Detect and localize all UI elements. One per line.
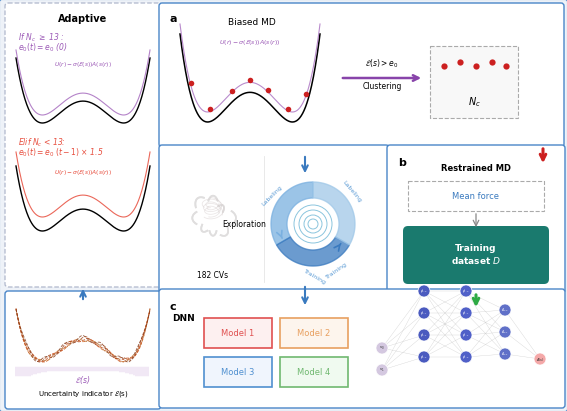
Circle shape (418, 351, 430, 363)
Text: $e_0(t) = e_0$ $(t-1)$ $\times$ 1.5: $e_0(t) = e_0$ $(t-1)$ $\times$ 1.5 (18, 146, 104, 159)
Text: Exploration: Exploration (222, 219, 266, 229)
Text: $\phi_{0,0}$: $\phi_{0,0}$ (420, 287, 428, 295)
Text: Labeling: Labeling (261, 185, 284, 208)
Circle shape (376, 364, 388, 376)
Text: Training: Training (325, 262, 348, 280)
Circle shape (499, 326, 511, 338)
FancyBboxPatch shape (387, 145, 565, 293)
Text: $\phi_{1,0}$: $\phi_{1,0}$ (462, 287, 470, 295)
Bar (204, 357, 272, 387)
Text: Model 1: Model 1 (221, 328, 255, 337)
FancyBboxPatch shape (5, 3, 161, 287)
Text: b: b (398, 158, 406, 168)
Polygon shape (271, 182, 313, 245)
Bar (430, 46, 518, 118)
Text: Model 3: Model 3 (221, 367, 255, 376)
Circle shape (460, 329, 472, 341)
Text: $\phi_{0,2}$: $\phi_{0,2}$ (420, 331, 428, 339)
Text: If $N_c$ $\geq$ 13 :: If $N_c$ $\geq$ 13 : (18, 32, 65, 44)
Text: $U(r)-\sigma(\mathcal{E}(s))A(s(r))$: $U(r)-\sigma(\mathcal{E}(s))A(s(r))$ (54, 168, 112, 177)
FancyBboxPatch shape (403, 226, 549, 284)
Circle shape (460, 307, 472, 319)
Text: $U(r)-\sigma(\mathcal{E}(s))A(s(r))$: $U(r)-\sigma(\mathcal{E}(s))A(s(r))$ (219, 38, 281, 47)
Text: $\phi_{1,1}$: $\phi_{1,1}$ (462, 309, 470, 317)
Text: Biased MD: Biased MD (228, 18, 276, 27)
Text: $A(s)$: $A(s)$ (536, 356, 544, 363)
Text: $N_c$: $N_c$ (468, 95, 480, 109)
Bar (408, 181, 544, 211)
Text: Training: Training (303, 269, 327, 286)
Text: $\phi_{0,1}$: $\phi_{0,1}$ (420, 309, 428, 317)
Text: $s_1$: $s_1$ (379, 366, 385, 374)
Text: $U(r)-\sigma(\mathcal{E}(s))A(s(r))$: $U(r)-\sigma(\mathcal{E}(s))A(s(r))$ (54, 60, 112, 69)
Circle shape (418, 307, 430, 319)
Bar (280, 357, 348, 387)
Circle shape (499, 348, 511, 360)
Text: Model 2: Model 2 (297, 328, 331, 337)
Text: $\phi_{1,2}$: $\phi_{1,2}$ (462, 331, 470, 339)
Polygon shape (277, 237, 349, 266)
FancyBboxPatch shape (159, 289, 565, 408)
Text: Training
dataset $D$: Training dataset $D$ (451, 244, 501, 266)
Text: DNN: DNN (172, 314, 194, 323)
Text: Uncertainty indicator $\mathcal{E}$(s): Uncertainty indicator $\mathcal{E}$(s) (38, 389, 128, 399)
Circle shape (376, 342, 388, 354)
FancyBboxPatch shape (159, 3, 564, 147)
FancyBboxPatch shape (159, 145, 389, 293)
Text: Adaptive: Adaptive (58, 14, 108, 24)
FancyBboxPatch shape (5, 291, 161, 409)
Text: Labeling: Labeling (341, 180, 362, 204)
Circle shape (534, 353, 546, 365)
Text: 182 CVs: 182 CVs (197, 271, 229, 280)
Polygon shape (313, 182, 355, 245)
Circle shape (418, 329, 430, 341)
Text: Restrained MD: Restrained MD (441, 164, 511, 173)
Circle shape (460, 351, 472, 363)
Text: $A_{2,0}$: $A_{2,0}$ (501, 306, 509, 314)
Circle shape (418, 285, 430, 297)
Text: Model 4: Model 4 (297, 367, 331, 376)
Text: $A_{2,2}$: $A_{2,2}$ (501, 350, 509, 358)
Bar (204, 318, 272, 348)
Text: Mean force: Mean force (452, 192, 500, 201)
Circle shape (460, 285, 472, 297)
Text: $A_{2,1}$: $A_{2,1}$ (501, 328, 509, 336)
Text: Elif $N_c$ < 13:: Elif $N_c$ < 13: (18, 136, 66, 148)
Text: $\mathcal{E}$(s): $\mathcal{E}$(s) (75, 374, 91, 386)
Text: $\phi_{0,3}$: $\phi_{0,3}$ (420, 353, 428, 361)
Text: c: c (170, 302, 177, 312)
Text: $\mathcal{E}(s) > e_0$: $\mathcal{E}(s) > e_0$ (365, 58, 399, 70)
Text: a: a (169, 14, 176, 24)
Text: $\phi_{1,3}$: $\phi_{1,3}$ (462, 353, 470, 361)
Text: $e_0(t) = e_0$ (0): $e_0(t) = e_0$ (0) (18, 42, 67, 55)
Circle shape (499, 304, 511, 316)
Text: $s_0$: $s_0$ (379, 344, 385, 352)
Text: Clustering: Clustering (362, 82, 401, 91)
Bar (280, 318, 348, 348)
